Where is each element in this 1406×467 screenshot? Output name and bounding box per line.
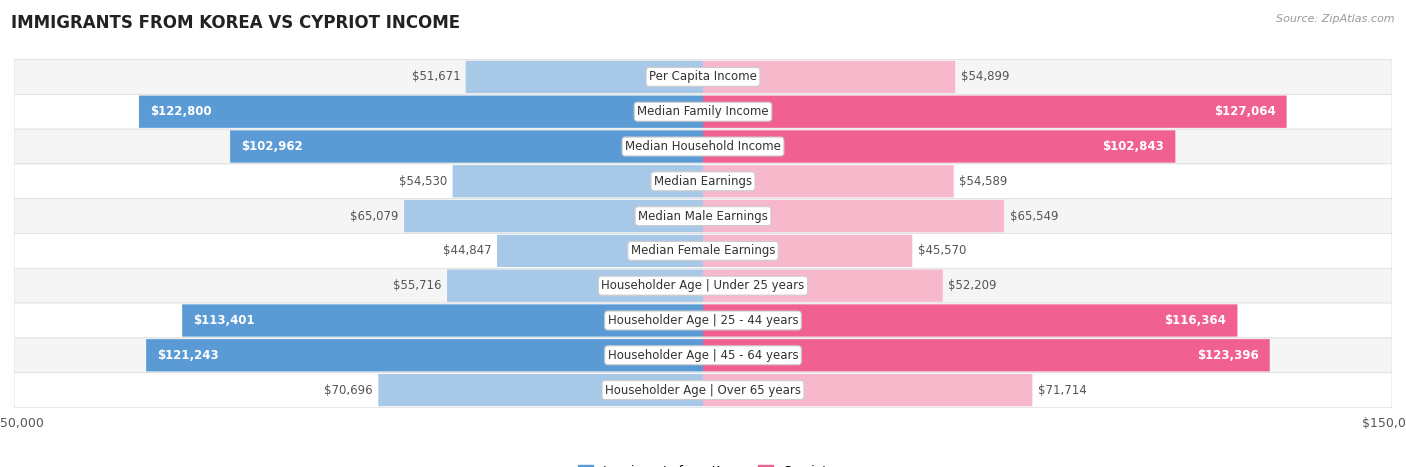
FancyBboxPatch shape	[378, 374, 703, 406]
FancyBboxPatch shape	[703, 235, 912, 267]
FancyBboxPatch shape	[14, 373, 1392, 408]
Text: Median Family Income: Median Family Income	[637, 105, 769, 118]
Text: $70,696: $70,696	[325, 383, 373, 396]
FancyBboxPatch shape	[447, 269, 703, 302]
FancyBboxPatch shape	[14, 269, 1392, 303]
Text: Householder Age | Over 65 years: Householder Age | Over 65 years	[605, 383, 801, 396]
Text: $121,243: $121,243	[157, 349, 219, 362]
Text: Source: ZipAtlas.com: Source: ZipAtlas.com	[1277, 14, 1395, 24]
Text: Median Female Earnings: Median Female Earnings	[631, 244, 775, 257]
Text: Householder Age | Under 25 years: Householder Age | Under 25 years	[602, 279, 804, 292]
FancyBboxPatch shape	[14, 234, 1392, 269]
Text: $54,530: $54,530	[399, 175, 447, 188]
Text: $71,714: $71,714	[1038, 383, 1087, 396]
FancyBboxPatch shape	[14, 338, 1392, 373]
FancyBboxPatch shape	[14, 303, 1392, 338]
FancyBboxPatch shape	[14, 198, 1392, 234]
FancyBboxPatch shape	[14, 59, 1392, 94]
Text: $52,209: $52,209	[948, 279, 997, 292]
Text: $123,396: $123,396	[1197, 349, 1258, 362]
FancyBboxPatch shape	[404, 200, 703, 232]
Text: $44,847: $44,847	[443, 244, 492, 257]
FancyBboxPatch shape	[139, 96, 703, 128]
Text: $54,899: $54,899	[960, 71, 1010, 84]
FancyBboxPatch shape	[703, 374, 1032, 406]
Text: $54,589: $54,589	[959, 175, 1008, 188]
FancyBboxPatch shape	[703, 61, 955, 93]
Text: $45,570: $45,570	[918, 244, 966, 257]
Text: $102,843: $102,843	[1102, 140, 1164, 153]
Text: $122,800: $122,800	[150, 105, 212, 118]
Text: $55,716: $55,716	[394, 279, 441, 292]
Text: $65,079: $65,079	[350, 210, 398, 223]
Text: Per Capita Income: Per Capita Income	[650, 71, 756, 84]
FancyBboxPatch shape	[703, 304, 1237, 337]
Text: $102,962: $102,962	[240, 140, 302, 153]
Text: $116,364: $116,364	[1164, 314, 1226, 327]
FancyBboxPatch shape	[703, 200, 1004, 232]
FancyBboxPatch shape	[703, 165, 953, 198]
FancyBboxPatch shape	[14, 129, 1392, 164]
FancyBboxPatch shape	[231, 130, 703, 163]
FancyBboxPatch shape	[703, 130, 1175, 163]
FancyBboxPatch shape	[14, 94, 1392, 129]
Legend: Immigrants from Korea, Cypriot: Immigrants from Korea, Cypriot	[574, 460, 832, 467]
FancyBboxPatch shape	[496, 235, 703, 267]
FancyBboxPatch shape	[453, 165, 703, 198]
Text: $65,549: $65,549	[1010, 210, 1059, 223]
FancyBboxPatch shape	[703, 339, 1270, 371]
Text: $127,064: $127,064	[1213, 105, 1275, 118]
Text: Median Male Earnings: Median Male Earnings	[638, 210, 768, 223]
FancyBboxPatch shape	[703, 96, 1286, 128]
Text: Median Household Income: Median Household Income	[626, 140, 780, 153]
Text: $113,401: $113,401	[193, 314, 254, 327]
FancyBboxPatch shape	[146, 339, 703, 371]
FancyBboxPatch shape	[465, 61, 703, 93]
FancyBboxPatch shape	[14, 164, 1392, 198]
Text: $51,671: $51,671	[412, 71, 460, 84]
Text: IMMIGRANTS FROM KOREA VS CYPRIOT INCOME: IMMIGRANTS FROM KOREA VS CYPRIOT INCOME	[11, 14, 460, 32]
Text: Householder Age | 45 - 64 years: Householder Age | 45 - 64 years	[607, 349, 799, 362]
Text: Median Earnings: Median Earnings	[654, 175, 752, 188]
FancyBboxPatch shape	[703, 269, 943, 302]
Text: Householder Age | 25 - 44 years: Householder Age | 25 - 44 years	[607, 314, 799, 327]
FancyBboxPatch shape	[183, 304, 703, 337]
